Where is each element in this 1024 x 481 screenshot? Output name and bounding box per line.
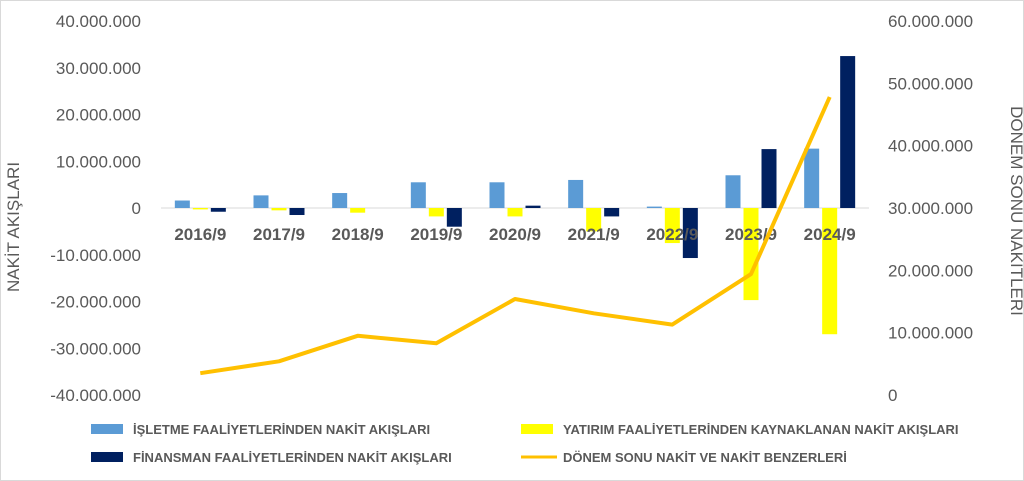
right-axis-tick-label: 50.000.000 (888, 74, 973, 93)
right-axis-tick-label: 0 (888, 386, 897, 405)
category-axis: 2016/9 2017/9 2018/9 2019/9 2020/9 2021/9 2022… (174, 225, 855, 244)
bar-1-2023-9 (725, 175, 741, 208)
bar-2-2022-9 (664, 208, 680, 244)
bar-2-2018-9 (350, 208, 366, 213)
bar-3-2022-9 (682, 208, 698, 259)
category-label: 2018/9 (332, 225, 384, 244)
right-axis-tick-label: 20.000.000 (888, 261, 973, 280)
left-axis-tick-label: -40.000.000 (50, 386, 141, 405)
legend-swatch (91, 452, 123, 462)
right-axis: 60.000.000 50.000.000 40.000.000 30.000.000… (888, 12, 973, 405)
bar-1-2021-9 (568, 179, 584, 208)
legend-item: DÖNEM SONU NAKİT VE NAKİT BENZERLERİ (521, 450, 847, 465)
category-label: 2021/9 (568, 225, 620, 244)
bar-1-2022-9 (646, 206, 662, 208)
bar-3-2017-9 (289, 208, 305, 216)
bar-1-2019-9 (410, 182, 426, 208)
right-axis-tick-label: 40.000.000 (888, 137, 973, 156)
left-axis-tick-label: 40.000.000 (56, 12, 141, 31)
legend-swatch (91, 424, 123, 434)
bar-series (174, 56, 856, 335)
left-axis-tick-label: 30.000.000 (56, 59, 141, 78)
bar-2-2023-9 (743, 208, 759, 301)
left-axis-tick-label: 0 (132, 199, 141, 218)
bar-1-2018-9 (332, 193, 348, 208)
bar-3-2023-9 (761, 149, 777, 208)
bar-3-2020-9 (525, 205, 541, 208)
category-label: 2024/9 (804, 225, 856, 244)
left-axis-tick-label: -10.000.000 (50, 246, 141, 265)
category-label: 2020/9 (489, 225, 541, 244)
bar-2-2024-9 (822, 208, 838, 335)
left-axis: 40.000.000 30.000.000 20.000.000 10.000.000… (50, 12, 141, 405)
right-axis-title: DÖNEM SONU NAKİTLERİ (1007, 106, 1023, 316)
left-axis-tick-label: -30.000.000 (50, 339, 141, 358)
left-axis-tick-label: 10.000.000 (56, 152, 141, 171)
category-label: 2017/9 (253, 225, 305, 244)
bar-2-2020-9 (507, 208, 523, 217)
category-label: 2022/9 (646, 225, 698, 244)
legend-label: DÖNEM SONU NAKİT VE NAKİT BENZERLERİ (563, 450, 847, 465)
category-label: 2019/9 (410, 225, 462, 244)
bar-2-2017-9 (271, 208, 287, 211)
bar-1-2017-9 (253, 195, 269, 208)
left-axis-tick-label: -20.000.000 (50, 293, 141, 312)
category-label: 2023/9 (725, 225, 777, 244)
bar-3-2024-9 (840, 56, 856, 208)
bar-2-2016-9 (192, 208, 208, 210)
bar-2-2021-9 (586, 208, 602, 232)
left-axis-tick-label: 20.000.000 (56, 106, 141, 125)
bar-1-2024-9 (804, 148, 820, 208)
legend-item: İŞLETME FAALİYETLERİNDEN NAKİT AKIŞLARI (91, 422, 430, 437)
legend-item: YATIRIM FAALİYETLERİNDEN KAYNAKLANAN NAK… (521, 422, 959, 437)
bar-2-2019-9 (428, 208, 444, 217)
bar-3-2019-9 (446, 208, 462, 227)
right-axis-tick-label: 30.000.000 (888, 199, 973, 218)
left-axis-title: NAKİT AKIŞLARI (4, 162, 23, 292)
legend-label: YATIRIM FAALİYETLERİNDEN KAYNAKLANAN NAK… (563, 422, 959, 437)
line-series (200, 96, 832, 376)
bar-3-2021-9 (604, 208, 620, 217)
legend-item: FİNANSMAN FAALİYETLERİNDEN NAKİT AKIŞLAR… (91, 450, 452, 465)
bar-1-2020-9 (489, 182, 505, 208)
right-axis-tick-label: 10.000.000 (888, 324, 973, 343)
bar-1-2016-9 (174, 200, 190, 208)
legend-label: FİNANSMAN FAALİYETLERİNDEN NAKİT AKIŞLAR… (133, 450, 452, 465)
legend-label: İŞLETME FAALİYETLERİNDEN NAKİT AKIŞLARI (133, 422, 430, 437)
legend: İŞLETME FAALİYETLERİNDEN NAKİT AKIŞLARI Y… (91, 422, 959, 465)
category-label: 2016/9 (174, 225, 226, 244)
legend-swatch (521, 424, 553, 434)
bar-3-2016-9 (210, 208, 226, 212)
right-axis-tick-label: 60.000.000 (888, 12, 973, 31)
line-series-path (200, 96, 832, 376)
